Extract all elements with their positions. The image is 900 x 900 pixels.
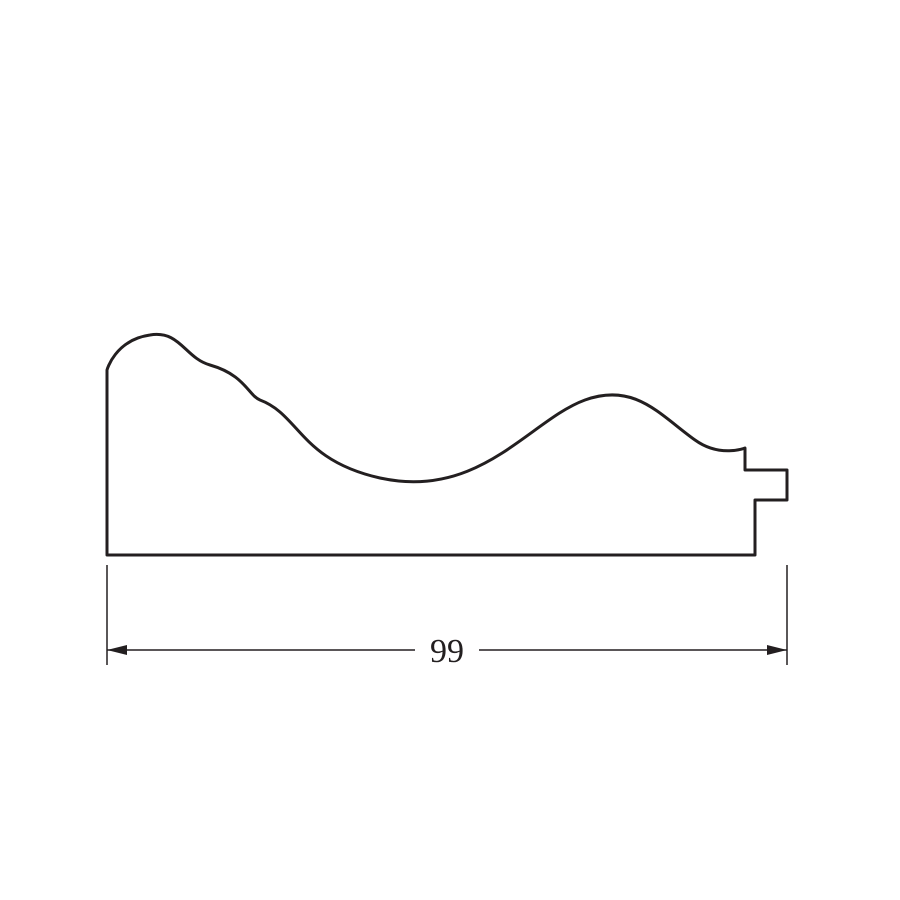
dimension-arrow-left [107,645,127,655]
dimension-value: 99 [430,633,464,670]
moulding-profile-outline [107,334,787,555]
diagram-canvas: 99 [0,0,900,900]
diagram-svg: 99 [0,0,900,900]
dimension-arrow-right [767,645,787,655]
